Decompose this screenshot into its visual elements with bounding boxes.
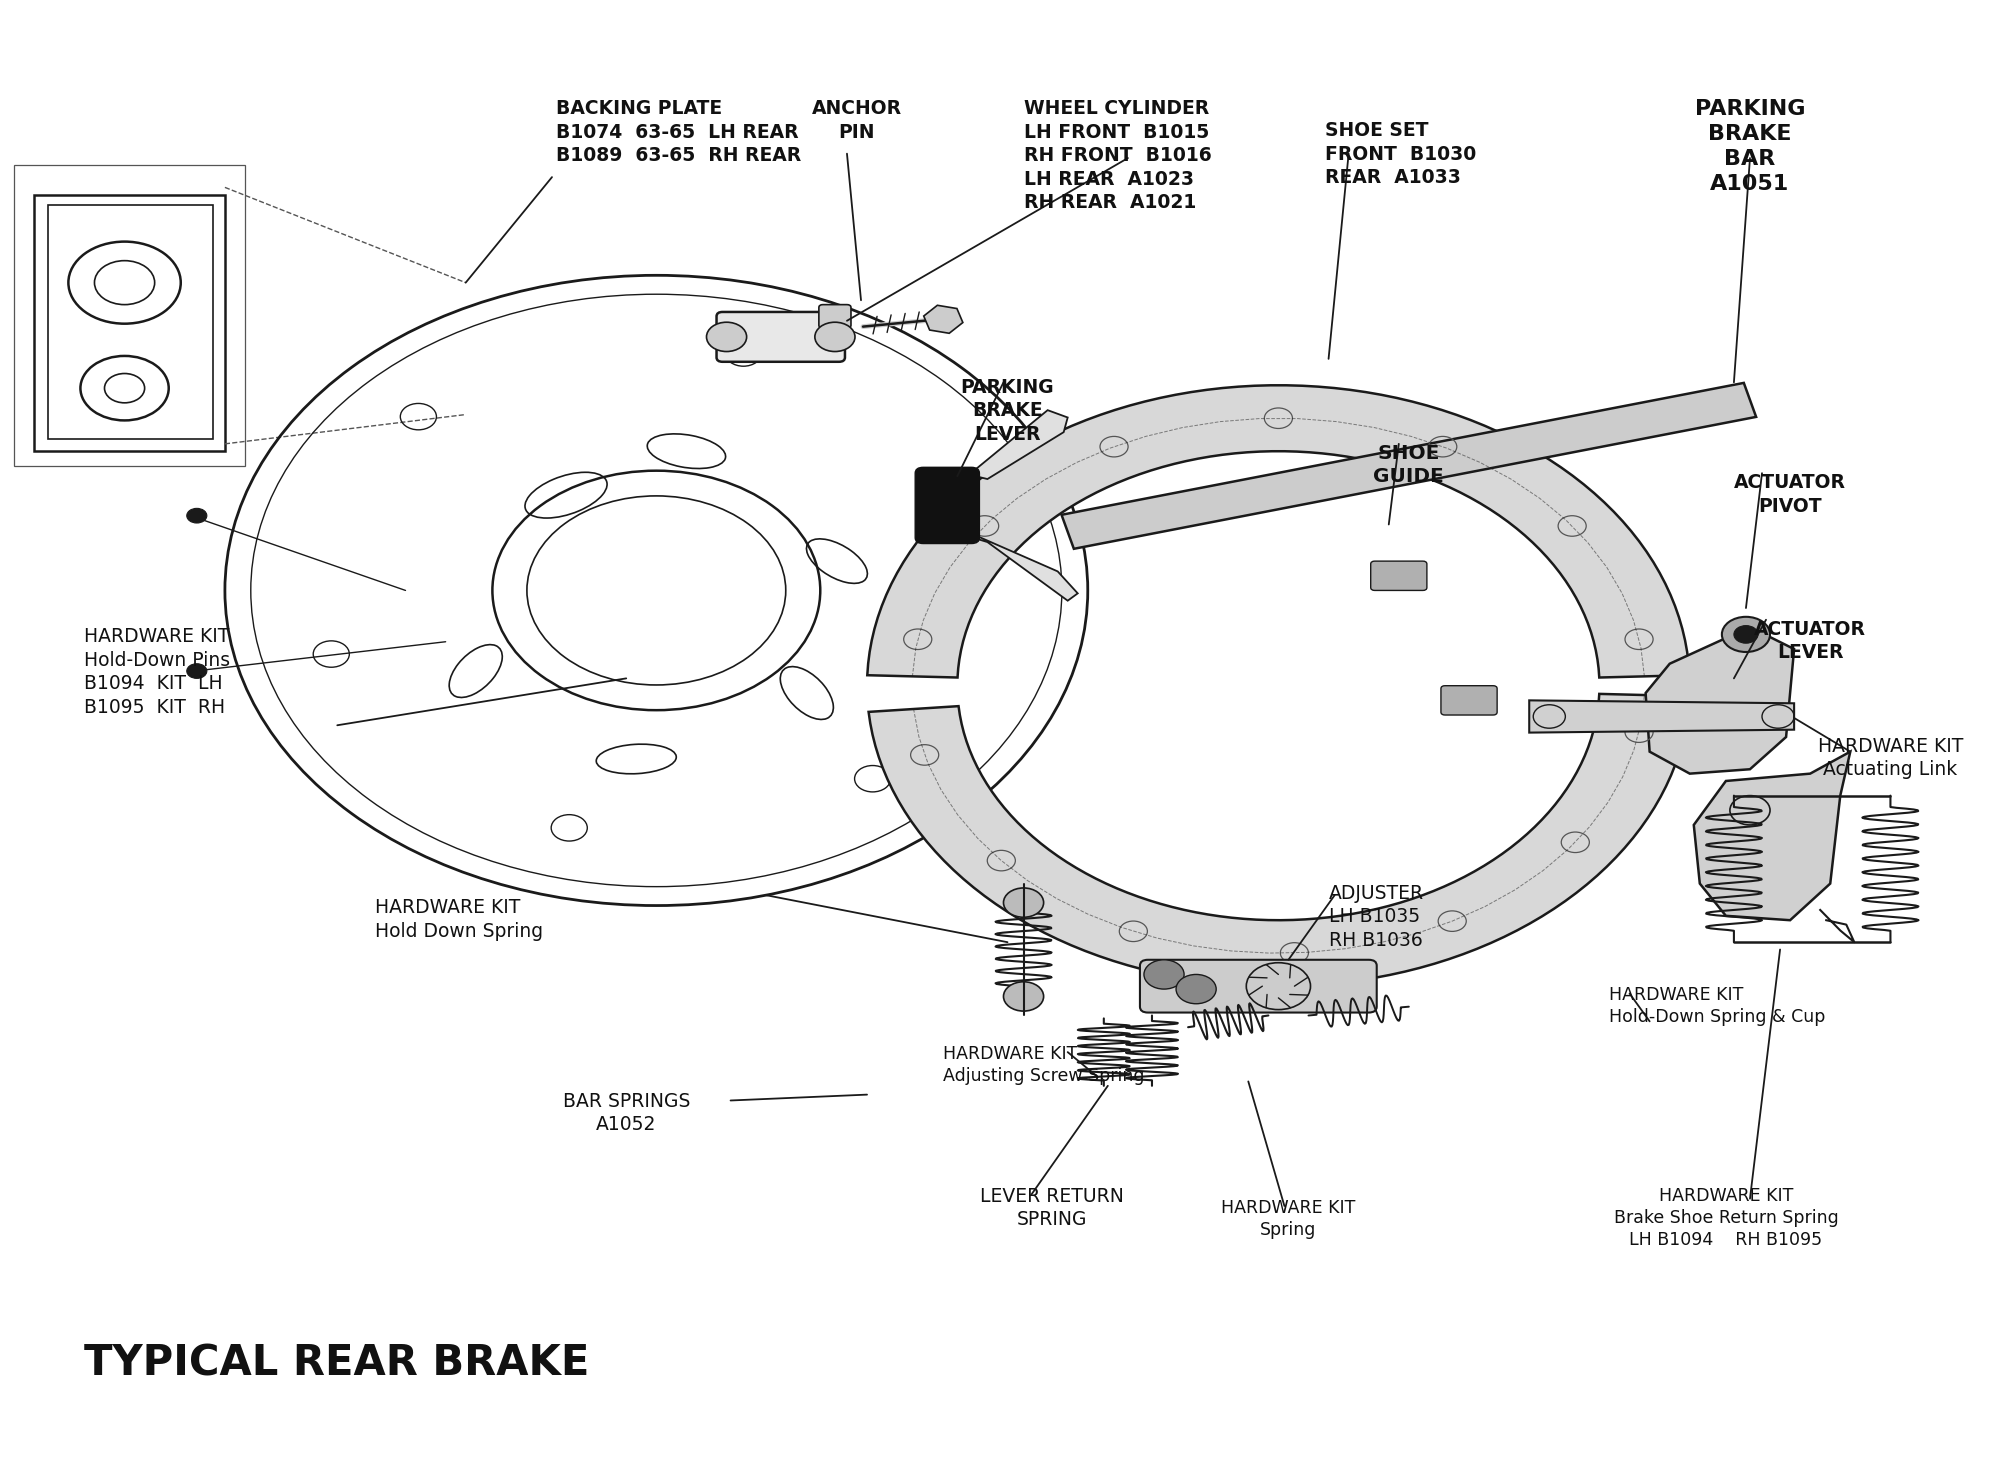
FancyBboxPatch shape bbox=[914, 467, 979, 544]
Text: HARDWARE KIT
Actuating Link: HARDWARE KIT Actuating Link bbox=[1817, 737, 1962, 780]
Text: PARKING
BRAKE
LEVER: PARKING BRAKE LEVER bbox=[961, 377, 1053, 444]
FancyBboxPatch shape bbox=[1370, 562, 1426, 591]
Circle shape bbox=[814, 323, 854, 351]
Text: ADJUSTER
LH B1035
RH B1036: ADJUSTER LH B1035 RH B1036 bbox=[1327, 883, 1424, 949]
Text: BACKING PLATE
B1074  63-65  LH REAR
B1089  63-65  RH REAR: BACKING PLATE B1074 63-65 LH REAR B1089 … bbox=[556, 99, 802, 165]
Text: ACTUATOR
PIVOT: ACTUATOR PIVOT bbox=[1734, 473, 1845, 516]
Text: BAR SPRINGS
A1052: BAR SPRINGS A1052 bbox=[562, 1092, 689, 1134]
Polygon shape bbox=[1694, 752, 1849, 920]
Text: HARDWARE KIT
Adjusting Screw Spring: HARDWARE KIT Adjusting Screw Spring bbox=[943, 1045, 1144, 1085]
Polygon shape bbox=[868, 694, 1688, 986]
Polygon shape bbox=[1645, 626, 1792, 774]
Bar bbox=[34, 195, 226, 451]
Text: HARDWARE KIT
Hold-Down Pins
B1094  KIT  LH
B1095  KIT  RH: HARDWARE KIT Hold-Down Pins B1094 KIT LH… bbox=[85, 626, 230, 716]
Circle shape bbox=[1734, 625, 1756, 643]
FancyBboxPatch shape bbox=[1440, 685, 1496, 715]
Text: PARKING
BRAKE
BAR
A1051: PARKING BRAKE BAR A1051 bbox=[1694, 99, 1805, 195]
Circle shape bbox=[187, 509, 207, 523]
FancyBboxPatch shape bbox=[818, 305, 850, 329]
Text: HARDWARE KIT
Hold Down Spring: HARDWARE KIT Hold Down Spring bbox=[375, 898, 544, 940]
Polygon shape bbox=[963, 532, 1077, 601]
FancyBboxPatch shape bbox=[717, 312, 844, 361]
Text: TYPICAL REAR BRAKE: TYPICAL REAR BRAKE bbox=[85, 1343, 590, 1386]
Polygon shape bbox=[963, 410, 1067, 479]
Text: ANCHOR
PIN: ANCHOR PIN bbox=[812, 99, 902, 142]
Circle shape bbox=[1722, 616, 1768, 652]
Text: WHEEL CYLINDER
LH FRONT  B1015
RH FRONT  B1016
LH REAR  A1023
RH REAR  A1021: WHEEL CYLINDER LH FRONT B1015 RH FRONT B… bbox=[1023, 99, 1210, 212]
Circle shape bbox=[1003, 982, 1043, 1011]
Circle shape bbox=[1176, 974, 1216, 1004]
Bar bbox=[14, 165, 246, 466]
Polygon shape bbox=[866, 385, 1688, 678]
Circle shape bbox=[707, 323, 747, 351]
Text: HARDWARE KIT
Spring: HARDWARE KIT Spring bbox=[1220, 1198, 1355, 1238]
Bar bbox=[48, 205, 213, 439]
FancyBboxPatch shape bbox=[1140, 960, 1376, 1013]
Text: ACTUATOR
LEVER: ACTUATOR LEVER bbox=[1754, 619, 1865, 662]
Text: SHOE
GUIDE: SHOE GUIDE bbox=[1374, 444, 1444, 486]
Text: LEVER RETURN
SPRING: LEVER RETURN SPRING bbox=[979, 1187, 1124, 1229]
Text: SHOE SET
FRONT  B1030
REAR  A1033: SHOE SET FRONT B1030 REAR A1033 bbox=[1323, 121, 1474, 187]
Circle shape bbox=[1003, 887, 1043, 917]
Circle shape bbox=[187, 663, 207, 678]
Circle shape bbox=[1144, 960, 1184, 989]
Text: HARDWARE KIT
Hold-Down Spring & Cup: HARDWARE KIT Hold-Down Spring & Cup bbox=[1609, 986, 1825, 1026]
Polygon shape bbox=[1061, 383, 1756, 548]
Polygon shape bbox=[1529, 700, 1792, 733]
Text: HARDWARE KIT
Brake Shoe Return Spring
LH B1094    RH B1095: HARDWARE KIT Brake Shoe Return Spring LH… bbox=[1613, 1187, 1837, 1250]
